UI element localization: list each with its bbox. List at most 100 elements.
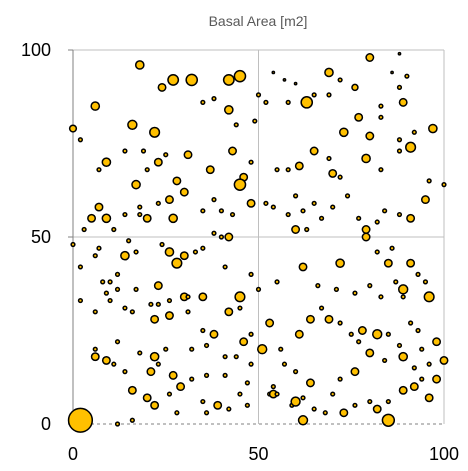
tree-point-141 [335, 258, 345, 269]
tree-point-96 [304, 226, 310, 233]
tree-point-32 [223, 105, 234, 115]
tree-point-153 [378, 294, 384, 300]
tree-point-194 [398, 351, 409, 362]
tree-point-13 [351, 83, 359, 92]
tree-point-231 [274, 391, 280, 397]
tree-point-251 [174, 410, 180, 416]
tree-point-252 [150, 400, 160, 410]
tree-point-77 [94, 202, 104, 212]
tree-point-119 [126, 238, 132, 244]
tree-point-93 [292, 193, 299, 199]
tree-point-151 [397, 284, 409, 295]
tree-point-22 [324, 67, 334, 78]
tree-point-250 [200, 398, 206, 405]
tree-point-200 [305, 378, 315, 388]
tree-point-189 [419, 346, 425, 352]
tree-point-165 [148, 301, 154, 307]
tree-point-162 [114, 286, 121, 292]
tree-point-27 [200, 99, 206, 105]
tree-point-136 [234, 291, 246, 303]
tree-point-11 [293, 81, 298, 86]
tree-point-9 [90, 101, 101, 111]
tree-point-81 [81, 226, 87, 233]
tree-point-169 [185, 309, 191, 315]
tree-point-126 [77, 264, 84, 270]
tree-point-219 [114, 339, 121, 345]
tree-point-53 [205, 165, 215, 175]
tree-point-88 [229, 211, 236, 218]
tree-point-84 [142, 213, 152, 223]
tree-point-181 [348, 331, 354, 337]
tree-point-83 [137, 211, 143, 218]
tree-point-86 [200, 208, 206, 214]
tree-point-199 [330, 391, 336, 397]
tree-point-207 [203, 372, 210, 378]
tree-point-87 [218, 208, 225, 214]
tree-point-135 [255, 286, 262, 292]
tree-point-161 [107, 297, 113, 304]
tree-point-6 [222, 73, 235, 86]
tree-point-245 [419, 376, 425, 382]
tree-point-107 [420, 195, 430, 205]
tree-point-179 [324, 314, 334, 324]
tree-point-208 [189, 376, 195, 382]
tree-point-134 [222, 264, 228, 270]
tree-point-140 [315, 283, 321, 289]
tree-point-190 [432, 337, 442, 347]
tree-point-149 [400, 294, 406, 300]
tree-point-138 [274, 279, 280, 285]
tree-point-238 [339, 408, 349, 418]
tree-point-185 [385, 331, 391, 337]
tree-point-130 [166, 297, 173, 304]
tree-point-79 [87, 213, 97, 223]
tree-point-156 [333, 286, 340, 292]
tree-point-85 [168, 213, 179, 224]
tree-point-214 [122, 369, 128, 375]
tree-point-12 [271, 70, 276, 75]
y-tick-labels: 0 50 100 [21, 40, 51, 434]
tree-point-21 [396, 84, 403, 91]
tree-point-109 [441, 182, 447, 188]
tree-point-100 [344, 193, 351, 199]
tree-point-142 [361, 232, 371, 242]
tree-point-45 [405, 141, 417, 153]
tree-point-40 [428, 123, 438, 134]
tree-point-35 [378, 114, 384, 120]
tree-point-204 [248, 361, 254, 367]
tree-point-52 [183, 150, 193, 160]
tree-point-60 [309, 146, 319, 156]
tree-point-226 [233, 354, 239, 360]
tree-point-247 [432, 374, 442, 384]
tree-point-39 [411, 129, 417, 135]
tree-point-58 [285, 167, 291, 173]
tree-point-97 [311, 200, 317, 206]
tree-point-255 [129, 417, 135, 423]
tree-point-150 [393, 279, 399, 285]
tree-point-210 [168, 370, 178, 380]
tree-point-0 [67, 407, 94, 433]
x-tick-label-1: 50 [248, 444, 268, 464]
tree-point-121 [120, 250, 130, 261]
tree-point-50 [153, 157, 163, 167]
tree-point-174 [248, 331, 254, 337]
tree-point-128 [133, 286, 139, 292]
tree-point-243 [398, 385, 408, 395]
tree-point-116 [164, 247, 175, 257]
tree-point-99 [330, 204, 336, 210]
tree-point-191 [439, 355, 449, 365]
tree-point-183 [357, 326, 367, 335]
tree-point-36 [398, 97, 408, 107]
tree-point-254 [114, 421, 121, 427]
x-tick-label-2: 100 [429, 444, 459, 464]
tree-point-114 [192, 249, 199, 255]
tree-point-108 [426, 178, 432, 184]
tree-point-198 [337, 376, 343, 382]
tree-point-17 [365, 53, 375, 62]
tree-point-155 [352, 290, 358, 296]
tree-point-188 [415, 327, 421, 334]
tree-point-129 [153, 281, 163, 291]
tree-point-10 [282, 78, 287, 82]
tree-point-29 [68, 124, 78, 133]
tree-point-193 [411, 365, 417, 371]
tree-point-91 [270, 204, 276, 210]
